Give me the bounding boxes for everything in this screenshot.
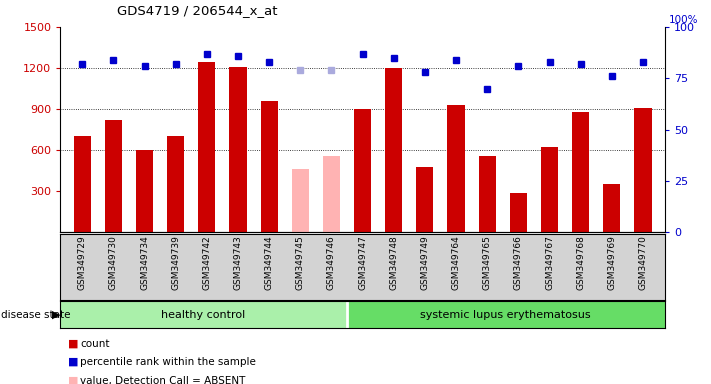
Bar xyxy=(198,63,215,232)
Bar xyxy=(347,301,665,328)
Bar xyxy=(261,101,278,232)
Text: GSM349730: GSM349730 xyxy=(109,235,118,290)
Bar xyxy=(230,66,247,232)
Text: ■: ■ xyxy=(68,376,78,384)
Text: GSM349742: GSM349742 xyxy=(203,235,211,290)
Text: GSM349743: GSM349743 xyxy=(233,235,242,290)
Text: GSM349770: GSM349770 xyxy=(638,235,648,290)
Bar xyxy=(479,156,496,232)
Bar xyxy=(105,120,122,232)
Bar xyxy=(541,147,558,232)
Text: ■: ■ xyxy=(68,339,78,349)
Text: 100%: 100% xyxy=(668,15,697,25)
Text: GSM349744: GSM349744 xyxy=(264,235,274,290)
Bar xyxy=(292,169,309,232)
Text: percentile rank within the sample: percentile rank within the sample xyxy=(80,357,256,367)
Bar xyxy=(572,112,589,232)
Text: GSM349749: GSM349749 xyxy=(420,235,429,290)
Bar xyxy=(323,156,340,232)
Text: GSM349767: GSM349767 xyxy=(545,235,554,290)
Text: healthy control: healthy control xyxy=(161,310,246,320)
Bar xyxy=(447,105,464,232)
Bar xyxy=(634,108,651,232)
Text: GSM349769: GSM349769 xyxy=(607,235,616,290)
Text: GSM349745: GSM349745 xyxy=(296,235,305,290)
Text: value, Detection Call = ABSENT: value, Detection Call = ABSENT xyxy=(80,376,246,384)
Bar xyxy=(74,136,91,232)
Bar xyxy=(385,68,402,232)
Text: GSM349739: GSM349739 xyxy=(171,235,180,290)
Bar xyxy=(136,150,153,232)
Text: systemic lupus erythematosus: systemic lupus erythematosus xyxy=(420,310,591,320)
Bar xyxy=(417,167,434,232)
Bar xyxy=(60,301,347,328)
Text: ▶: ▶ xyxy=(52,310,60,320)
Text: GSM349734: GSM349734 xyxy=(140,235,149,290)
Text: GSM349768: GSM349768 xyxy=(576,235,585,290)
Text: count: count xyxy=(80,339,109,349)
Bar xyxy=(603,184,621,232)
Bar xyxy=(510,193,527,232)
Text: GSM349764: GSM349764 xyxy=(451,235,461,290)
Text: GDS4719 / 206544_x_at: GDS4719 / 206544_x_at xyxy=(117,4,278,17)
Text: GSM349765: GSM349765 xyxy=(483,235,492,290)
Text: ■: ■ xyxy=(68,357,78,367)
Text: GSM349766: GSM349766 xyxy=(514,235,523,290)
Bar xyxy=(354,109,371,232)
Text: GSM349748: GSM349748 xyxy=(389,235,398,290)
Text: GSM349747: GSM349747 xyxy=(358,235,367,290)
Text: GSM349746: GSM349746 xyxy=(327,235,336,290)
Text: disease state: disease state xyxy=(1,310,71,320)
Text: GSM349729: GSM349729 xyxy=(77,235,87,290)
Bar xyxy=(167,136,184,232)
